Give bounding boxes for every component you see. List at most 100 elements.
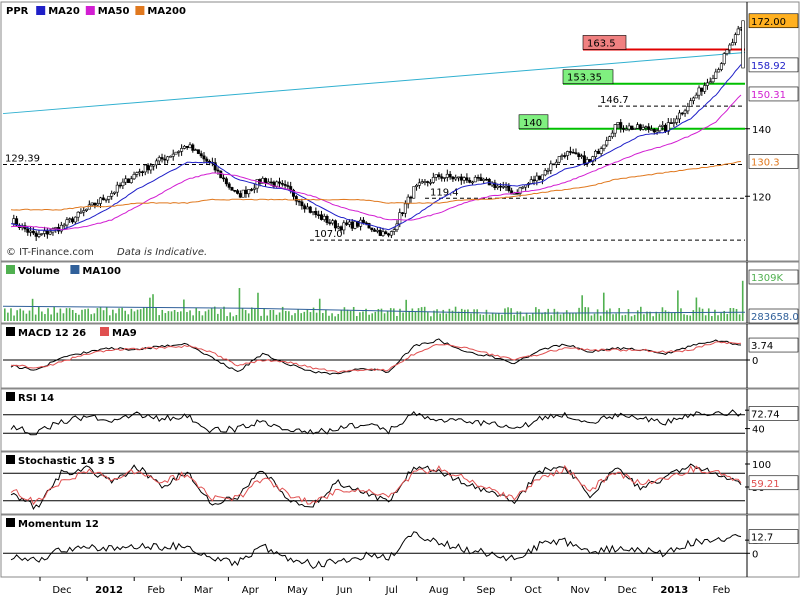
- candle-body: [669, 122, 673, 124]
- x-tick-label: Apr: [242, 585, 260, 596]
- candle-body: [398, 212, 402, 225]
- volume-bar: [241, 308, 244, 321]
- volume-bar: [297, 309, 299, 321]
- candle-body: [689, 100, 693, 107]
- candle-body: [236, 190, 240, 194]
- volume-bar: [272, 309, 275, 321]
- volume-bar: [355, 316, 358, 321]
- candle-body: [185, 145, 189, 148]
- candle-body: [582, 155, 586, 165]
- volume-bar: [695, 297, 698, 321]
- volume-bar: [707, 308, 710, 321]
- volume-bar: [553, 308, 556, 321]
- volume-bar: [732, 308, 735, 321]
- candle-body: [314, 211, 318, 216]
- candle-body: [90, 202, 94, 206]
- candle-body: [538, 175, 542, 180]
- volume-bar: [704, 315, 707, 321]
- volume-bar: [105, 307, 108, 321]
- panel-volume: Volume MA100 1309K 283658.0: [0, 261, 800, 324]
- candle-body: [705, 82, 709, 86]
- candle-body: [311, 211, 315, 213]
- price-level-label: 119.4: [430, 187, 459, 198]
- candle-body: [711, 78, 715, 83]
- candle-body: [300, 201, 304, 207]
- volume-bar: [377, 308, 380, 321]
- volume-bar: [303, 311, 306, 321]
- volume-bar: [124, 310, 127, 321]
- candle-body: [658, 126, 662, 132]
- legend-label: MA20: [48, 6, 80, 17]
- candle-body: [353, 221, 357, 229]
- volume-bar: [315, 312, 318, 321]
- volume-bar: [439, 313, 441, 321]
- candle-body: [96, 203, 100, 206]
- volume-bar: [640, 306, 642, 321]
- candle-body: [518, 187, 522, 194]
- legend-swatch: [70, 265, 80, 274]
- volume-bar: [34, 314, 37, 321]
- volume-bar: [464, 309, 466, 321]
- candle-body: [157, 157, 161, 162]
- candle-body: [367, 223, 371, 229]
- candle-body: [308, 206, 312, 213]
- candle-body: [512, 192, 516, 195]
- candle-body: [121, 181, 125, 186]
- candle-body: [107, 195, 111, 200]
- candle-body: [479, 177, 483, 181]
- candle-body: [694, 94, 698, 99]
- candle-body: [194, 149, 198, 151]
- volume-bar: [738, 314, 741, 321]
- volume-bar: [31, 298, 34, 321]
- candle-body: [585, 159, 589, 165]
- volume-bar: [96, 308, 99, 321]
- panel-frame: [0, 388, 800, 452]
- volume-bar: [13, 315, 15, 321]
- legend-swatch: [100, 327, 109, 336]
- candle-body: [574, 152, 578, 155]
- candle-body: [708, 81, 712, 84]
- value-badge: [748, 154, 799, 169]
- volume-bar: [4, 308, 6, 321]
- candle-body: [224, 178, 228, 185]
- watermark: © IT-Finance.com: [6, 247, 94, 258]
- candle-body: [557, 156, 561, 163]
- candle-body: [697, 87, 701, 96]
- volume-bar: [596, 309, 599, 321]
- candle-body: [568, 151, 572, 153]
- volume-bar: [346, 309, 349, 321]
- x-tick-label: Jun: [336, 585, 353, 596]
- volume-bar: [541, 312, 543, 321]
- volume-bar: [655, 311, 658, 321]
- candle-body: [26, 228, 30, 233]
- candle-body: [683, 110, 687, 114]
- candle-body: [138, 171, 142, 174]
- candle-body: [261, 178, 265, 184]
- legend-label: Momentum 12: [18, 519, 99, 530]
- candle-body: [286, 185, 290, 187]
- legend-label: RSI 14: [18, 393, 54, 404]
- candle-body: [247, 189, 251, 195]
- candle-body: [661, 124, 665, 127]
- volume-bar: [389, 308, 392, 321]
- candle-body: [577, 153, 581, 157]
- volume-bar: [325, 309, 327, 321]
- candle-body: [420, 181, 424, 184]
- volume-bar: [59, 308, 62, 321]
- candle-body: [350, 221, 354, 229]
- candle-body: [504, 185, 508, 188]
- candle-body: [470, 181, 474, 184]
- volume-bar: [643, 314, 645, 321]
- value-badge: [748, 13, 799, 29]
- volume-bar: [146, 307, 148, 321]
- volume-bar: [133, 311, 136, 321]
- volume-bar: [352, 306, 355, 321]
- candle-body: [521, 186, 525, 189]
- volume-bar: [720, 312, 722, 321]
- candle-body: [216, 169, 220, 172]
- volume-bar: [729, 308, 732, 321]
- volume-bar: [260, 315, 262, 321]
- volume-bar: [615, 313, 617, 321]
- volume-bar: [609, 308, 611, 321]
